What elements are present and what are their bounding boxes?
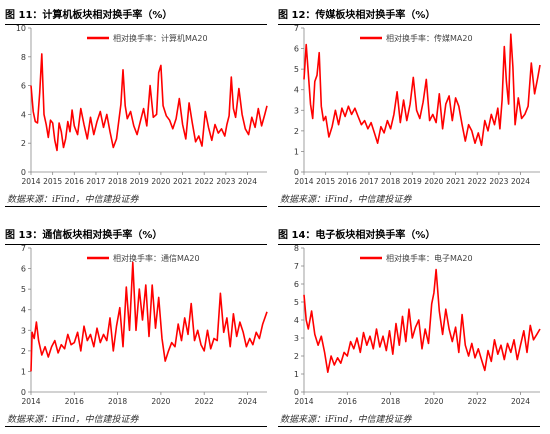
x-tick-label: 2022 <box>195 397 214 406</box>
chart-panel-2: 图 12：传媒板块相对换手率（%） 0 1 2 3 4 5 6 7 2014 2015 2016 20… <box>278 0 548 214</box>
y-tick-label: 5 <box>294 298 299 307</box>
y-tick-label: 4 <box>21 306 26 315</box>
x-tick-label: 2015 <box>43 177 62 186</box>
x-tick-label: 2014 <box>21 177 40 186</box>
x-tick-label: 2019 <box>130 177 149 186</box>
legend-label: 相对换手率：计算机MA20 <box>113 33 208 43</box>
series-line <box>303 33 541 147</box>
x-tick-label: 2014 <box>294 397 313 406</box>
y-tick-label: 10 <box>16 24 26 33</box>
chart-area: 0 1 2 3 4 5 6 7 8 2014 2016 2018 2020 2022 2024 相对换手率：电… <box>278 242 548 407</box>
y-tick-label: 2 <box>294 127 299 136</box>
source-note: 数据来源：iFind，中信建投证券 <box>7 195 139 205</box>
y-tick-label: 0 <box>21 168 26 177</box>
x-tick-label: 2022 <box>468 177 487 186</box>
x-tick-label: 2014 <box>294 177 313 186</box>
chart-svg: 0 1 2 3 4 5 6 7 2014 2016 2018 2020 2022 2024 相对换手率：通信… <box>21 244 268 406</box>
y-tick-label: 6 <box>294 45 299 54</box>
panel-title: 图 13：通信板块相对换手率（%） <box>5 226 267 245</box>
x-tick-label: 2016 <box>338 177 357 186</box>
divider <box>278 206 540 207</box>
y-tick-label: 5 <box>21 285 26 294</box>
x-tick-label: 2020 <box>424 397 443 406</box>
y-tick-label: 4 <box>294 86 299 95</box>
legend-label: 相对换手率：通信MA20 <box>113 253 200 263</box>
legend-label: 相对换手率：电子MA20 <box>386 253 473 263</box>
x-tick-label: 2023 <box>216 177 235 186</box>
chart-area: 0 1 2 3 4 5 6 7 2014 2016 2018 2020 2022 2024 相对换手率：通信… <box>5 242 275 407</box>
y-tick-label: 1 <box>294 370 299 379</box>
source-note: 数据来源：iFind，中信建投证券 <box>280 415 412 425</box>
x-tick-label: 2020 <box>151 177 170 186</box>
chart-panel-3: 图 13：通信板块相对换手率（%） 0 1 2 3 4 5 6 7 2014 2016 2018 20… <box>5 220 275 434</box>
x-tick-label: 2015 <box>316 177 335 186</box>
x-tick-label: 2024 <box>511 397 530 406</box>
y-tick-label: 3 <box>294 334 299 343</box>
x-tick-label: 2018 <box>381 397 400 406</box>
y-tick-label: 4 <box>294 316 299 325</box>
y-tick-label: 3 <box>294 106 299 115</box>
chart-panel-1: 图 11：计算机板块相对换手率（%） 0 2 4 6 8 10 2014 2015 2016 20… <box>5 0 275 214</box>
x-tick-label: 2018 <box>108 397 127 406</box>
y-tick-label: 1 <box>294 147 299 156</box>
chart-svg: 0 1 2 3 4 5 6 7 2014 2015 2016 2017 2018 2019 2020 2021… <box>294 24 541 186</box>
series-line <box>30 53 268 152</box>
y-tick-label: 5 <box>294 65 299 74</box>
x-tick-label: 2014 <box>21 397 40 406</box>
chart-area: 0 2 4 6 8 10 2014 2015 2016 2017 2018 2019 2020 2021 2… <box>5 22 275 187</box>
y-tick-label: 3 <box>21 326 26 335</box>
x-tick-label: 2024 <box>238 397 257 406</box>
x-tick-label: 2018 <box>108 177 127 186</box>
y-tick-label: 6 <box>21 82 26 91</box>
x-tick-label: 2024 <box>511 177 530 186</box>
y-tick-label: 0 <box>294 168 299 177</box>
panel-title: 图 14：电子板块相对换手率（%） <box>278 226 540 245</box>
source-note: 数据来源：iFind，中信建投证券 <box>280 195 412 205</box>
x-tick-label: 2022 <box>195 177 214 186</box>
x-tick-label: 2017 <box>86 177 105 186</box>
x-tick-label: 2021 <box>446 177 465 186</box>
chart-area: 0 1 2 3 4 5 6 7 2014 2015 2016 2017 2018 2019 2020 2021… <box>278 22 548 187</box>
y-tick-label: 1 <box>21 367 26 376</box>
x-tick-label: 2018 <box>381 177 400 186</box>
divider <box>5 206 267 207</box>
x-tick-label: 2023 <box>489 177 508 186</box>
y-tick-label: 7 <box>294 24 299 33</box>
series-line <box>303 268 541 373</box>
y-tick-label: 8 <box>294 244 299 253</box>
legend-label: 相对换手率：传媒MA20 <box>386 33 473 43</box>
y-tick-label: 6 <box>294 280 299 289</box>
x-tick-label: 2016 <box>65 397 84 406</box>
y-tick-label: 8 <box>21 53 26 62</box>
y-tick-label: 2 <box>294 352 299 361</box>
x-tick-label: 2016 <box>338 397 357 406</box>
divider <box>278 426 540 427</box>
y-tick-label: 6 <box>21 265 26 274</box>
y-tick-label: 0 <box>294 388 299 397</box>
x-tick-label: 2024 <box>238 177 257 186</box>
series-line <box>30 261 268 372</box>
x-tick-label: 2016 <box>65 177 84 186</box>
x-tick-label: 2022 <box>468 397 487 406</box>
y-tick-label: 4 <box>21 110 26 119</box>
x-tick-label: 2017 <box>359 177 378 186</box>
y-tick-label: 7 <box>294 262 299 271</box>
divider <box>5 426 267 427</box>
x-tick-label: 2020 <box>151 397 170 406</box>
source-note: 数据来源：iFind，中信建投证券 <box>7 415 139 425</box>
y-tick-label: 2 <box>21 139 26 148</box>
y-tick-label: 0 <box>21 388 26 397</box>
y-tick-label: 2 <box>21 347 26 356</box>
panel-title: 图 11：计算机板块相对换手率（%） <box>5 6 267 25</box>
y-tick-label: 7 <box>21 244 26 253</box>
panel-title: 图 12：传媒板块相对换手率（%） <box>278 6 540 25</box>
x-tick-label: 2019 <box>403 177 422 186</box>
chart-svg: 0 1 2 3 4 5 6 7 8 2014 2016 2018 2020 2022 2024 相对换手率：电… <box>294 244 541 406</box>
chart-panel-4: 图 14：电子板块相对换手率（%） 0 1 2 3 4 5 6 7 8 2014 2016 2018 2… <box>278 220 548 434</box>
x-tick-label: 2021 <box>173 177 192 186</box>
x-tick-label: 2020 <box>424 177 443 186</box>
